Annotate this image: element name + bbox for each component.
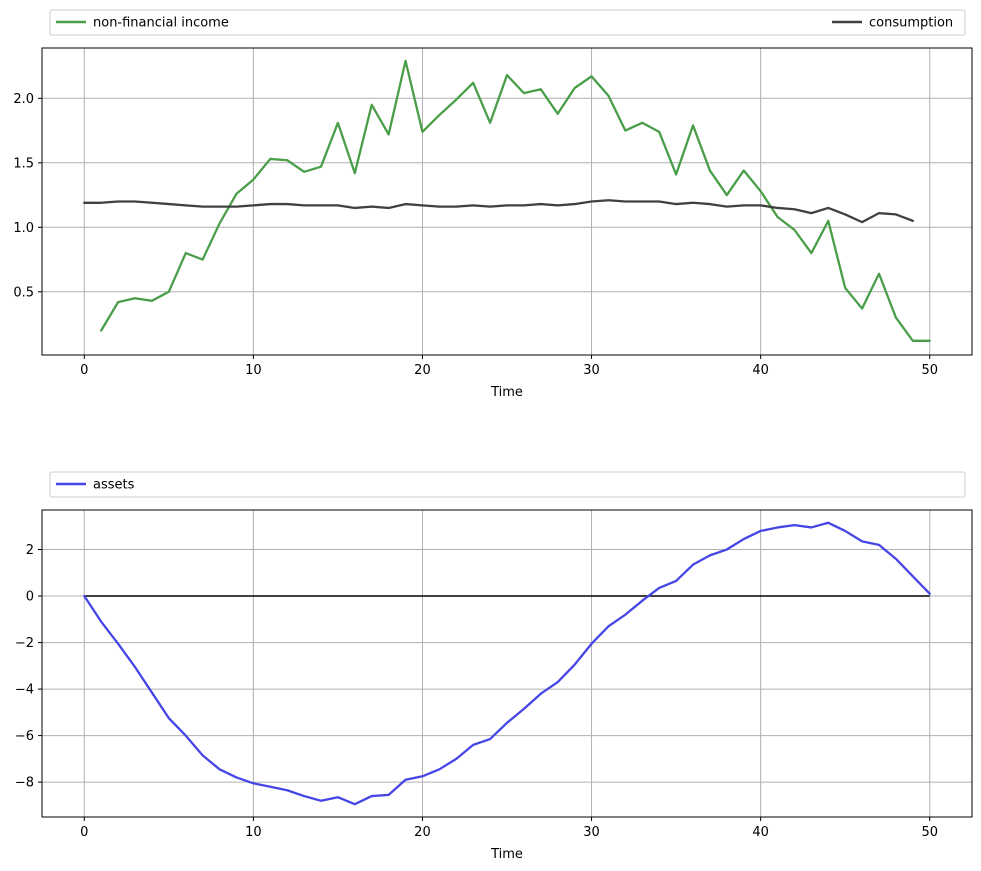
xtick-labels-bottom: 0 10 20 30 40 50 xyxy=(80,817,938,840)
chart-bottom: assets 0 10 20 30 40 50 −8 −6 −4 −2 0 2 Time xyxy=(15,471,973,862)
ytick-label: 2 xyxy=(26,543,34,558)
series-line-consumption xyxy=(83,199,914,224)
xlabel-bottom: Time xyxy=(490,847,523,862)
xtick-labels-top: 0 10 20 30 40 50 xyxy=(80,355,938,378)
legend-label-series0: non-financial income xyxy=(93,16,229,31)
xtick-label: 40 xyxy=(752,825,769,840)
axes-frame-bottom xyxy=(41,509,973,818)
xtick-label: 20 xyxy=(414,363,431,378)
ytick-label: 2.0 xyxy=(13,92,34,107)
xtick-label: 0 xyxy=(80,825,88,840)
ytick-label: −6 xyxy=(15,729,34,744)
legend-bottom-frame xyxy=(49,471,966,498)
gridlines-top xyxy=(42,48,972,355)
ytick-label: −4 xyxy=(15,683,34,698)
ytick-label: 0.5 xyxy=(13,285,34,300)
xtick-label: 50 xyxy=(921,363,938,378)
xtick-label: 30 xyxy=(583,363,600,378)
chart-top: non-financial income consumption 0 10 20 30… xyxy=(13,9,973,400)
ytick-labels-bottom: −8 −6 −4 −2 0 2 xyxy=(15,543,42,791)
xtick-label: 10 xyxy=(245,825,262,840)
gridlines-bottom xyxy=(42,510,972,817)
xtick-label: 20 xyxy=(414,825,431,840)
ytick-label: −8 xyxy=(15,776,34,791)
xtick-label: 50 xyxy=(921,825,938,840)
legend-label-assets: assets xyxy=(93,478,135,493)
ytick-label: 0 xyxy=(26,590,34,605)
ytick-label: 1.5 xyxy=(13,156,34,171)
legend-top: non-financial income consumption xyxy=(49,9,966,36)
legend-label-series1: consumption xyxy=(869,16,953,31)
ytick-labels-top: 0.5 1.0 1.5 2.0 xyxy=(13,92,42,300)
series-line-assets xyxy=(83,521,931,806)
xlabel-top: Time xyxy=(490,385,523,400)
series-top xyxy=(83,59,931,342)
series-bottom xyxy=(83,521,931,806)
xtick-label: 0 xyxy=(80,363,88,378)
xtick-label: 30 xyxy=(583,825,600,840)
ytick-label: 1.0 xyxy=(13,221,34,236)
legend-bottom: assets xyxy=(49,471,966,498)
xtick-label: 40 xyxy=(752,363,769,378)
xtick-label: 10 xyxy=(245,363,262,378)
series-line-non-financial-income xyxy=(100,59,931,342)
ytick-label: −2 xyxy=(15,636,34,651)
legend-top-frame xyxy=(49,9,966,36)
axes-frame-top xyxy=(41,47,973,356)
